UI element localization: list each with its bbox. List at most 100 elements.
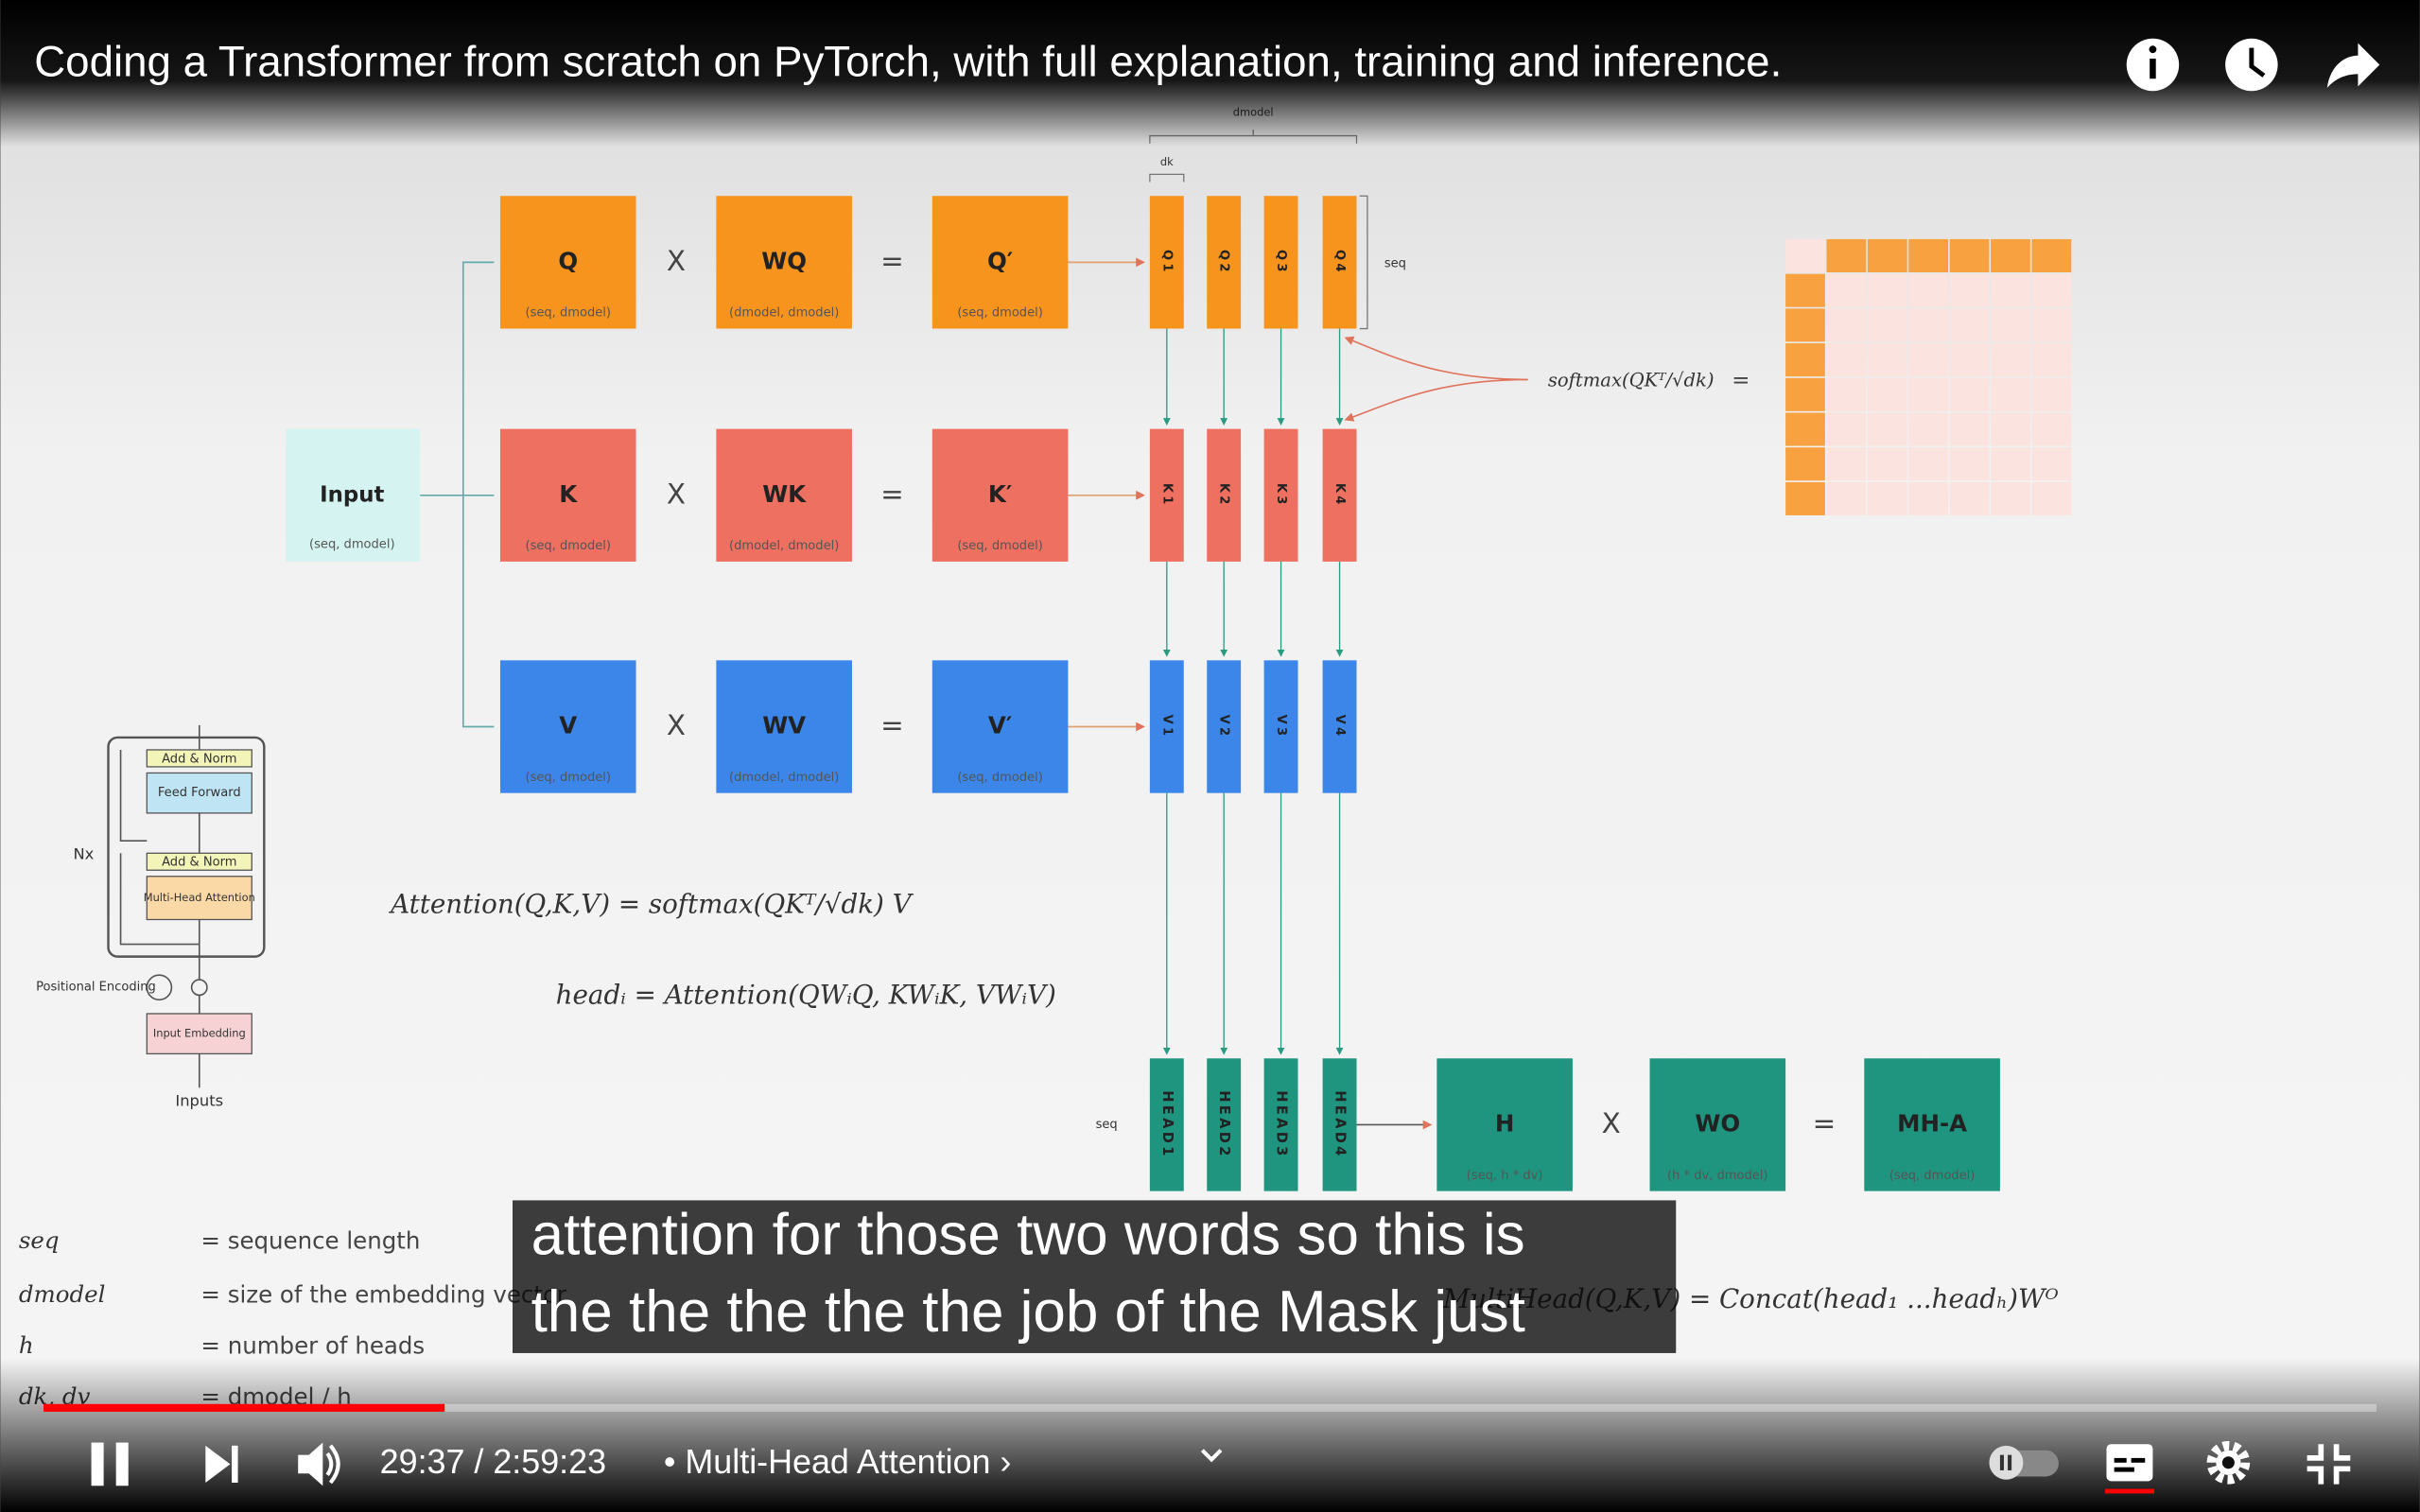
matrix-cell	[1867, 377, 1907, 411]
input-box	[286, 428, 421, 562]
seq-label: seq	[1384, 257, 1406, 271]
matrix-cell	[1908, 273, 1949, 307]
slice-label: V1	[1159, 715, 1174, 739]
video-title[interactable]: Coding a Transformer from scratch on PyT…	[34, 38, 1782, 86]
matrix-cell	[1867, 308, 1907, 342]
matrix-dims: (seq, dmodel)	[957, 539, 1043, 553]
matrix-box	[931, 660, 1069, 793]
matrix-cell	[1867, 343, 1907, 377]
matrix-label: Q	[558, 247, 578, 274]
matrix-label: V	[559, 711, 577, 739]
attention-matrix	[1785, 238, 2072, 515]
arch-label: Nx	[73, 844, 94, 862]
volume-button[interactable]	[298, 1442, 340, 1486]
chapter-title[interactable]: • Multi-Head Attention ›	[664, 1443, 1011, 1481]
head-slice	[1263, 196, 1298, 329]
matrix-cell	[1949, 273, 1990, 307]
operator: X	[667, 709, 686, 741]
matrix-box	[931, 428, 1069, 562]
subtitles-button[interactable]	[2104, 1444, 2155, 1494]
watch-later-button[interactable]	[2225, 38, 2278, 92]
matrix-label: V′	[988, 711, 1012, 739]
play-pause-button[interactable]	[91, 1442, 129, 1486]
arch-label: Feed Forward	[158, 786, 241, 800]
matrix-cell	[1785, 343, 1825, 377]
arrow	[1344, 378, 1528, 422]
matrix-cell	[1949, 481, 1990, 515]
matrix-label: Q′	[987, 247, 1013, 274]
head-slice	[1149, 428, 1184, 562]
matrix-cell	[1908, 377, 1949, 411]
operator: =	[880, 709, 904, 741]
caption-box	[513, 1200, 1677, 1353]
matrix-cell	[1991, 481, 2030, 515]
caption-line: the the the the the job of the Mask just	[531, 1279, 1525, 1345]
matrix-cell	[1826, 447, 1867, 481]
matrix-box	[931, 196, 1069, 329]
matrix-dims: (h * dv, dmodel)	[1667, 1169, 1767, 1183]
matrix-cell	[1908, 308, 1949, 342]
matrix-cell	[1949, 447, 1990, 481]
matrix-cell	[2031, 447, 2072, 481]
matrix-cell	[1949, 308, 1990, 342]
matrix-dims: (seq, dmodel)	[957, 306, 1043, 321]
matrix-cell	[1867, 412, 1907, 446]
next-button[interactable]	[205, 1445, 238, 1483]
slice-label: K1	[1159, 483, 1174, 508]
head-slice	[1322, 428, 1357, 562]
matrix-cell	[2031, 308, 2072, 342]
matrix-cell	[1785, 481, 1825, 515]
matrix-box	[1436, 1058, 1573, 1191]
head-slice	[1149, 196, 1184, 329]
arch-label: Input Embedding	[153, 1027, 246, 1040]
caption-line: attention for those two words so this is	[531, 1203, 1525, 1268]
progress-track[interactable]	[43, 1403, 2377, 1412]
head-slice	[1149, 660, 1184, 793]
arch-label: Positional Encoding	[36, 981, 156, 995]
info-button[interactable]	[2126, 38, 2180, 92]
autoplay-toggle[interactable]	[1989, 1445, 2059, 1480]
matrix-cell	[1826, 273, 1867, 307]
legend-symbol: dmodel	[19, 1280, 106, 1308]
matrix-cell	[2031, 377, 2072, 411]
softmax-formula: softmax(QKᵀ/√dk)	[1548, 370, 1715, 391]
matrix-dims: (dmodel, dmodel)	[729, 771, 839, 785]
head-slice	[1207, 660, 1242, 793]
slice-label: Q2	[1217, 250, 1231, 275]
matrix-cell	[1991, 273, 2030, 307]
slice-label: V3	[1274, 715, 1288, 739]
matrix-cell	[2031, 481, 2072, 515]
matrix-cell	[1785, 377, 1825, 411]
matrix-label: WO	[1695, 1109, 1740, 1137]
slice-label: K4	[1332, 483, 1347, 508]
slice-label: K2	[1217, 483, 1231, 508]
slice-label: V2	[1217, 715, 1231, 739]
bracket	[1149, 173, 1185, 182]
matrix-cell	[1908, 238, 1949, 272]
matrix-cell	[1908, 412, 1949, 446]
matrix-cell	[2031, 238, 2072, 272]
share-button[interactable]	[2326, 43, 2380, 89]
operator: =	[880, 478, 904, 510]
matrix-cell	[1991, 447, 2030, 481]
slice-label: HEAD2	[1216, 1090, 1232, 1158]
progress-played	[43, 1403, 445, 1412]
matrix-dims: (seq, dmodel)	[1889, 1169, 1976, 1183]
slice-label: HEAD1	[1159, 1090, 1175, 1158]
exit-fullscreen-button[interactable]	[2307, 1444, 2351, 1485]
operator: X	[667, 478, 686, 510]
slide: dmodel dk seq softmax(QKᵀ/√dk) = Input (…	[19, 106, 2072, 1410]
matrix-cell	[2031, 273, 2072, 307]
settings-button[interactable]	[2206, 1440, 2251, 1485]
matrix-box	[716, 196, 852, 329]
matrix-cell	[1949, 377, 1990, 411]
matrix-cell	[1991, 238, 2030, 272]
time-display: 29:37 / 2:59:23	[380, 1443, 606, 1481]
arrow	[1344, 336, 1528, 381]
matrix-cell	[1991, 343, 2030, 377]
matrix-label: K	[559, 480, 578, 508]
matrix-box	[1864, 1058, 2000, 1191]
expand-button[interactable]	[1200, 1449, 1223, 1463]
operator: =	[880, 245, 904, 277]
